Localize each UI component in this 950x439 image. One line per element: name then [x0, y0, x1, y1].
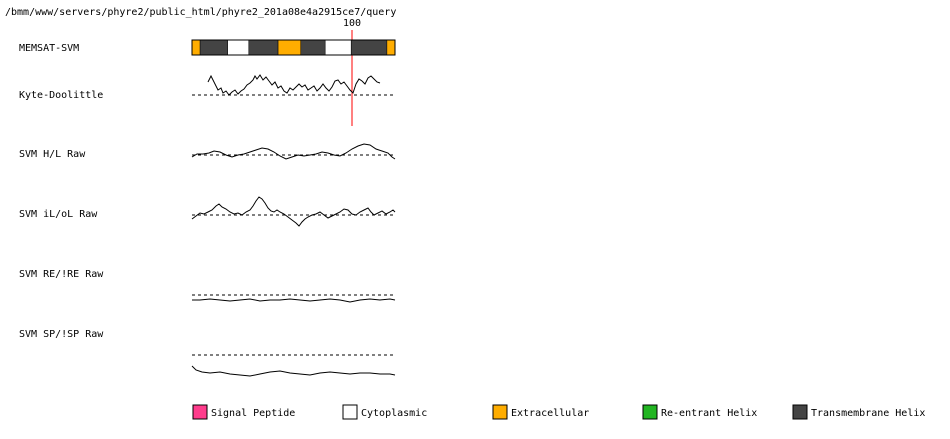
hl-trace: [191, 143, 396, 160]
track-label-sp: SVM SP/!SP Raw: [19, 329, 104, 340]
legend-swatch-extracellular: [492, 404, 508, 420]
legend-swatch-transmembrane-helix: [792, 404, 808, 420]
track-label-re: SVM RE/!RE Raw: [19, 269, 104, 280]
legend: Signal Peptide Cytoplasmic Extracellular…: [192, 404, 925, 420]
kd-trace: [207, 74, 381, 96]
memsat-topology-bar: [191, 39, 396, 56]
re-trace: [192, 298, 396, 303]
legend-label-signal-peptide: Signal Peptide: [211, 408, 295, 419]
memsat-segment-extracellular: [386, 39, 396, 56]
memsat-segment-extracellular: [191, 39, 201, 56]
memsat-segment-transmembrane-helix: [300, 39, 326, 56]
track-label-memsat: MEMSAT-SVM: [19, 43, 79, 54]
sp-trace: [191, 365, 396, 377]
legend-label-re-entrant-helix: Re-entrant Helix: [661, 408, 757, 419]
memsat-segment-cytoplasmic: [227, 39, 250, 56]
legend-label-transmembrane-helix: Transmembrane Helix: [811, 408, 925, 419]
ilol-trace: [191, 196, 396, 227]
legend-label-cytoplasmic: Cytoplasmic: [361, 408, 427, 419]
svm-sp-plot: [191, 354, 396, 377]
memsat-segment-transmembrane-helix: [350, 39, 388, 56]
kyte-doolittle-plot: [192, 74, 395, 96]
legend-swatch-re-entrant-helix: [642, 404, 658, 420]
svm-re-plot: [192, 294, 396, 303]
svm-ilol-plot: [191, 196, 396, 227]
track-label-kd: Kyte-Doolittle: [19, 90, 103, 101]
track-label-ilol: SVM iL/oL Raw: [19, 209, 98, 220]
memsat-segment-cytoplasmic: [324, 39, 352, 56]
memsat-bar-border: [191, 39, 396, 56]
track-label-hl: SVM H/L Raw: [19, 149, 86, 160]
memsat-segment-transmembrane-helix: [248, 39, 279, 56]
memsat-segment-transmembrane-helix: [199, 39, 228, 56]
legend-label-extracellular: Extracellular: [511, 408, 589, 419]
legend-swatch-cytoplasmic: [342, 404, 358, 420]
svm-hl-plot: [191, 143, 396, 160]
marker-label: 100: [343, 18, 361, 29]
memsat-segment-extracellular: [277, 39, 302, 56]
path-title: /bmm/www/servers/phyre2/public_html/phyr…: [5, 7, 396, 18]
legend-swatch-signal-peptide: [192, 404, 208, 420]
